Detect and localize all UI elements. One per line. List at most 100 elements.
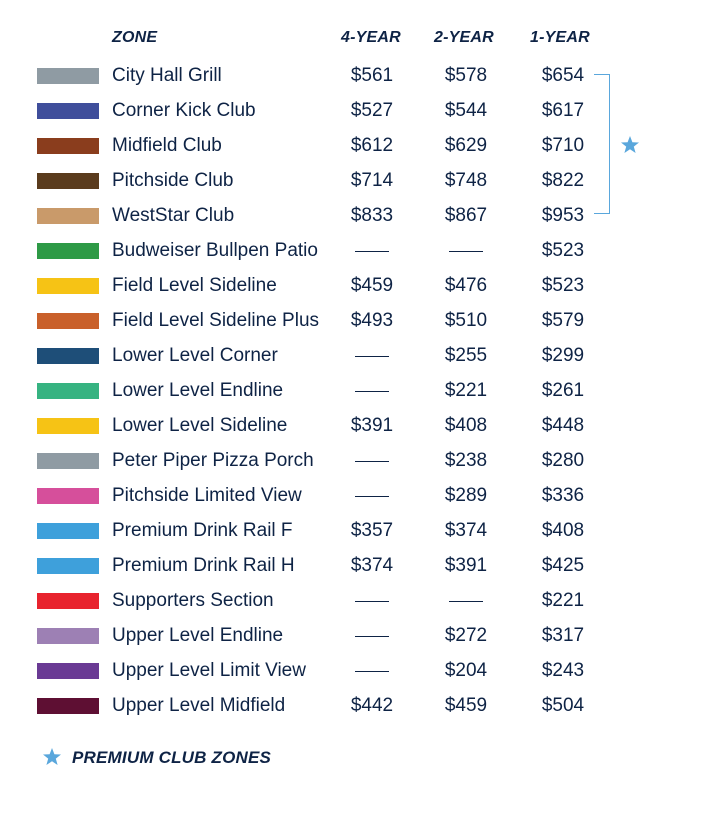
zone-name: Supporters Section xyxy=(112,590,274,611)
zone-color-swatch xyxy=(37,628,99,644)
zone-color-swatch xyxy=(37,138,99,154)
zone-color-swatch xyxy=(37,453,99,469)
price-two-year: $272 xyxy=(444,625,488,646)
zone-name: Upper Level Midfield xyxy=(112,695,286,716)
price-one-year: $822 xyxy=(541,170,585,191)
not-available-dash xyxy=(355,461,389,462)
table-row: Lower Level Sideline $391 $408 $448 xyxy=(0,409,720,444)
not-available-dash xyxy=(355,356,389,357)
zone-color-swatch xyxy=(37,313,99,329)
zone-name: Budweiser Bullpen Patio xyxy=(112,240,318,261)
zone-name: Premium Drink Rail H xyxy=(112,555,295,576)
price-two-year: $748 xyxy=(444,170,488,191)
price-two-year: $578 xyxy=(444,65,488,86)
price-two-year: $238 xyxy=(444,450,488,471)
price-one-year: $280 xyxy=(541,450,585,471)
zone-color-swatch xyxy=(37,488,99,504)
zone-color-swatch xyxy=(37,278,99,294)
zone-color-swatch xyxy=(37,418,99,434)
price-one-year: $523 xyxy=(541,275,585,296)
table-row: Supporters Section $221 xyxy=(0,584,720,619)
header-two-year: 2-YEAR xyxy=(434,29,494,46)
price-two-year: $391 xyxy=(444,555,488,576)
table-row: Upper Level Limit View $204 $243 xyxy=(0,654,720,689)
price-four-year: $561 xyxy=(350,65,394,86)
table-row: Budweiser Bullpen Patio $523 xyxy=(0,234,720,269)
price-one-year: $523 xyxy=(541,240,585,261)
zone-name: Premium Drink Rail F xyxy=(112,520,293,541)
price-four-year: $357 xyxy=(350,520,394,541)
price-two-year: $204 xyxy=(444,660,488,681)
price-two-year: $476 xyxy=(444,275,488,296)
price-one-year: $336 xyxy=(541,485,585,506)
price-two-year: $374 xyxy=(444,520,488,541)
table-row: Premium Drink Rail H $374 $391 $425 xyxy=(0,549,720,584)
star-icon xyxy=(43,748,61,765)
price-one-year: $221 xyxy=(541,590,585,611)
not-available-dash xyxy=(355,636,389,637)
price-two-year: $408 xyxy=(444,415,488,436)
price-two-year: $629 xyxy=(444,135,488,156)
table-row: WestStar Club $833 $867 $953 xyxy=(0,199,720,234)
premium-bracket xyxy=(594,74,610,214)
pricing-table: City Hall Grill $561 $578 $654 Corner Kick C… xyxy=(0,59,720,724)
zone-color-swatch xyxy=(37,523,99,539)
price-one-year: $243 xyxy=(541,660,585,681)
table-row: Premium Drink Rail F $357 $374 $408 xyxy=(0,514,720,549)
premium-club-zones-label: PREMIUM CLUB ZONES xyxy=(72,748,272,767)
price-four-year: $374 xyxy=(350,555,394,576)
zone-name: Midfield Club xyxy=(112,135,222,156)
star-icon xyxy=(621,136,639,153)
table-row: Lower Level Corner $255 $299 xyxy=(0,339,720,374)
zone-color-swatch xyxy=(37,593,99,609)
price-four-year: $459 xyxy=(350,275,394,296)
header-zone: ZONE xyxy=(112,29,158,46)
zone-name: Corner Kick Club xyxy=(112,100,256,121)
zone-color-swatch xyxy=(37,348,99,364)
table-row: Peter Piper Pizza Porch $238 $280 xyxy=(0,444,720,479)
zone-name: Lower Level Endline xyxy=(112,380,284,401)
not-available-dash xyxy=(449,251,483,252)
header-one-year: 1-YEAR xyxy=(530,29,590,46)
zone-color-swatch xyxy=(37,243,99,259)
price-four-year: $714 xyxy=(350,170,394,191)
not-available-dash xyxy=(355,391,389,392)
not-available-dash xyxy=(355,251,389,252)
zone-color-swatch xyxy=(37,103,99,119)
zone-name: Pitchside Club xyxy=(112,170,234,191)
table-row: Field Level Sideline $459 $476 $523 xyxy=(0,269,720,304)
header-four-year: 4-YEAR xyxy=(341,29,401,46)
table-header: ZONE 4-YEAR 2-YEAR 1-YEAR xyxy=(0,29,720,51)
price-one-year: $448 xyxy=(541,415,585,436)
price-four-year: $493 xyxy=(350,310,394,331)
zone-name: Upper Level Limit View xyxy=(112,660,306,681)
price-one-year: $953 xyxy=(541,205,585,226)
zone-color-swatch xyxy=(37,208,99,224)
not-available-dash xyxy=(355,671,389,672)
table-row: Upper Level Endline $272 $317 xyxy=(0,619,720,654)
zone-color-swatch xyxy=(37,558,99,574)
table-row: Lower Level Endline $221 $261 xyxy=(0,374,720,409)
price-four-year: $391 xyxy=(350,415,394,436)
price-one-year: $654 xyxy=(541,65,585,86)
zone-color-swatch xyxy=(37,173,99,189)
not-available-dash xyxy=(355,601,389,602)
price-two-year: $510 xyxy=(444,310,488,331)
zone-name: Peter Piper Pizza Porch xyxy=(112,450,314,471)
price-two-year: $867 xyxy=(444,205,488,226)
table-row: City Hall Grill $561 $578 $654 xyxy=(0,59,720,94)
price-one-year: $261 xyxy=(541,380,585,401)
price-one-year: $317 xyxy=(541,625,585,646)
price-two-year: $255 xyxy=(444,345,488,366)
zone-color-swatch xyxy=(37,383,99,399)
zone-color-swatch xyxy=(37,698,99,714)
zone-name: WestStar Club xyxy=(112,205,235,226)
zone-name: Lower Level Sideline xyxy=(112,415,288,436)
price-two-year: $459 xyxy=(444,695,488,716)
table-row: Midfield Club $612 $629 $710 xyxy=(0,129,720,164)
zone-name: Upper Level Endline xyxy=(112,625,284,646)
not-available-dash xyxy=(449,601,483,602)
table-row: Corner Kick Club $527 $544 $617 xyxy=(0,94,720,129)
zone-color-swatch xyxy=(37,663,99,679)
